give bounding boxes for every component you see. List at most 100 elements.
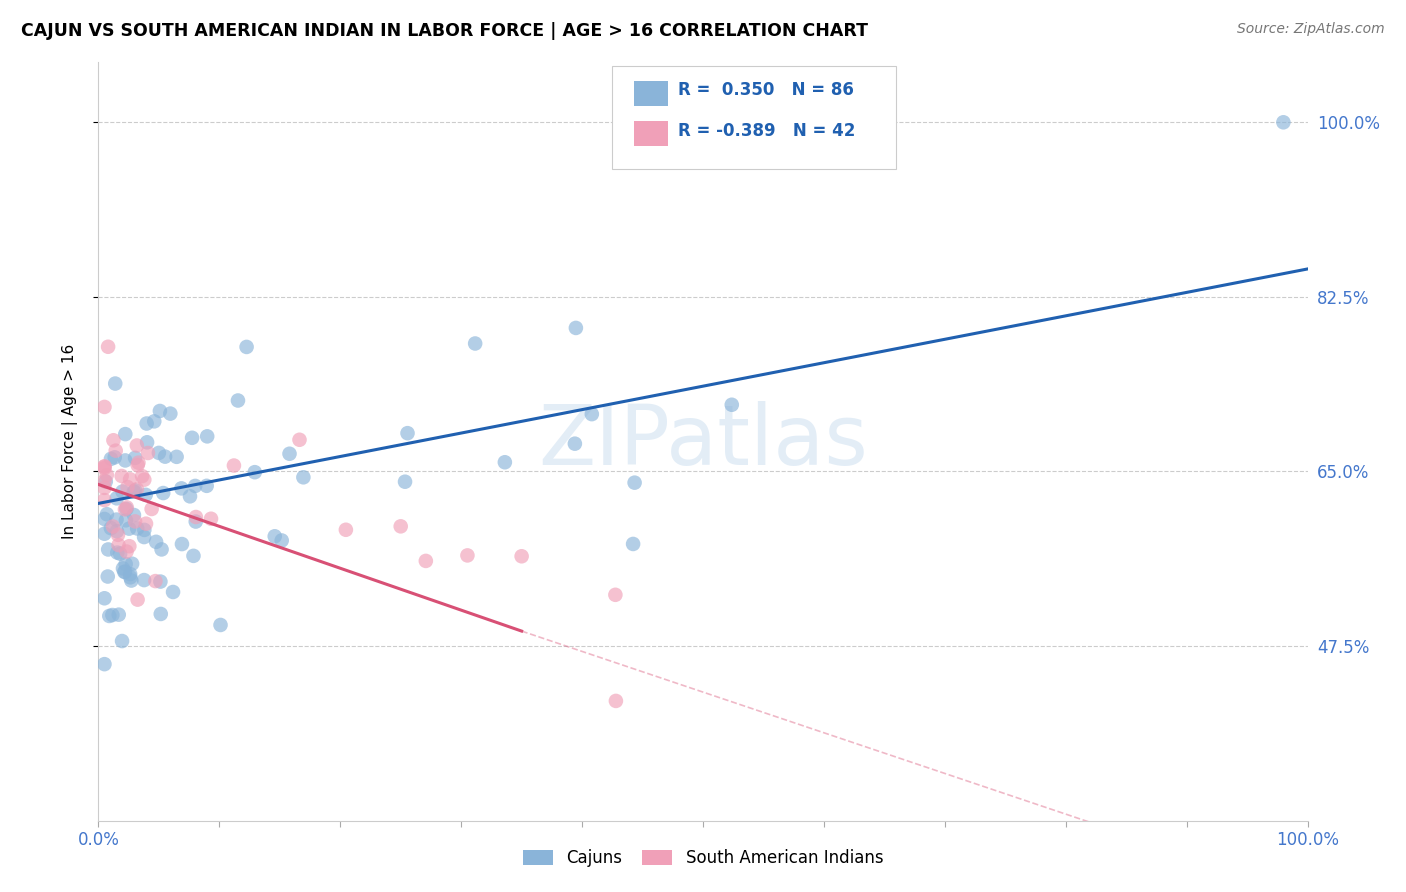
Point: [115, 544, 138, 558]
Point: [107, 528, 129, 542]
Point: [389, 519, 412, 533]
Point: [456, 549, 478, 563]
Point: [134, 473, 156, 487]
Point: [98, 609, 121, 624]
Point: [150, 542, 173, 557]
Point: [243, 465, 266, 479]
Point: [135, 417, 157, 431]
Point: [127, 458, 149, 472]
Point: [93, 481, 115, 495]
Point: [135, 516, 157, 531]
Point: [621, 537, 644, 551]
Point: [288, 433, 311, 447]
Point: [148, 446, 170, 460]
Point: [108, 547, 131, 561]
Legend: Cajuns, South American Indians: Cajuns, South American Indians: [523, 849, 883, 867]
Point: [97, 340, 120, 354]
Point: [195, 429, 218, 443]
Point: [115, 502, 138, 516]
Point: [235, 340, 257, 354]
Point: [111, 634, 134, 648]
Point: [125, 482, 148, 496]
Point: [124, 450, 146, 465]
Point: [114, 565, 136, 579]
Point: [101, 519, 124, 533]
Point: [222, 458, 245, 473]
Point: [93, 474, 115, 488]
Text: ZIPatlas: ZIPatlas: [538, 401, 868, 482]
Point: [114, 502, 136, 516]
Point: [93, 512, 115, 526]
Point: [104, 376, 127, 391]
Point: [120, 574, 142, 588]
Text: Source: ZipAtlas.com: Source: ZipAtlas.com: [1237, 22, 1385, 37]
Point: [134, 523, 156, 537]
Point: [720, 398, 742, 412]
Point: [394, 475, 416, 489]
Point: [125, 438, 148, 452]
Point: [152, 486, 174, 500]
Text: R =  0.350   N = 86: R = 0.350 N = 86: [678, 81, 853, 99]
Point: [115, 500, 138, 515]
Point: [97, 569, 120, 583]
Point: [149, 404, 172, 418]
Point: [111, 469, 134, 483]
Point: [118, 539, 141, 553]
Point: [111, 561, 134, 575]
Point: [114, 557, 136, 571]
Point: [162, 585, 184, 599]
Point: [101, 607, 124, 622]
Point: [111, 484, 134, 499]
Point: [104, 450, 127, 465]
Point: [105, 491, 128, 506]
Point: [226, 393, 249, 408]
Point: [184, 515, 207, 529]
Point: [114, 427, 136, 442]
Point: [143, 414, 166, 428]
Point: [105, 524, 128, 539]
Point: [93, 657, 115, 672]
Point: [510, 549, 533, 564]
Point: [127, 592, 149, 607]
Point: [93, 493, 115, 508]
Point: [105, 513, 128, 527]
Point: [135, 488, 157, 502]
Point: [623, 475, 645, 490]
Point: [93, 526, 115, 541]
Point: [564, 436, 586, 450]
Point: [170, 482, 193, 496]
Point: [136, 446, 159, 460]
Point: [93, 459, 115, 474]
Point: [103, 434, 125, 448]
Point: [132, 573, 155, 587]
Point: [145, 574, 167, 588]
FancyBboxPatch shape: [634, 80, 668, 105]
Point: [464, 336, 486, 351]
Point: [94, 475, 117, 489]
Point: [149, 607, 172, 621]
Point: [270, 533, 292, 548]
Point: [124, 483, 146, 498]
Text: CAJUN VS SOUTH AMERICAN INDIAN IN LABOR FORCE | AGE > 16 CORRELATION CHART: CAJUN VS SOUTH AMERICAN INDIAN IN LABOR …: [21, 22, 868, 40]
FancyBboxPatch shape: [634, 120, 668, 145]
Point: [263, 529, 285, 543]
Point: [179, 489, 201, 503]
Point: [121, 557, 143, 571]
Point: [181, 431, 204, 445]
Point: [117, 480, 139, 494]
Point: [120, 472, 142, 486]
Point: [120, 567, 142, 582]
Point: [122, 508, 145, 522]
Point: [122, 484, 145, 499]
FancyBboxPatch shape: [613, 66, 897, 169]
Point: [195, 479, 218, 493]
Point: [100, 451, 122, 466]
Point: [415, 554, 437, 568]
Point: [200, 512, 222, 526]
Point: [100, 521, 122, 535]
Point: [153, 450, 176, 464]
Point: [124, 515, 146, 529]
Point: [166, 450, 188, 464]
Point: [605, 694, 627, 708]
Point: [1272, 115, 1295, 129]
